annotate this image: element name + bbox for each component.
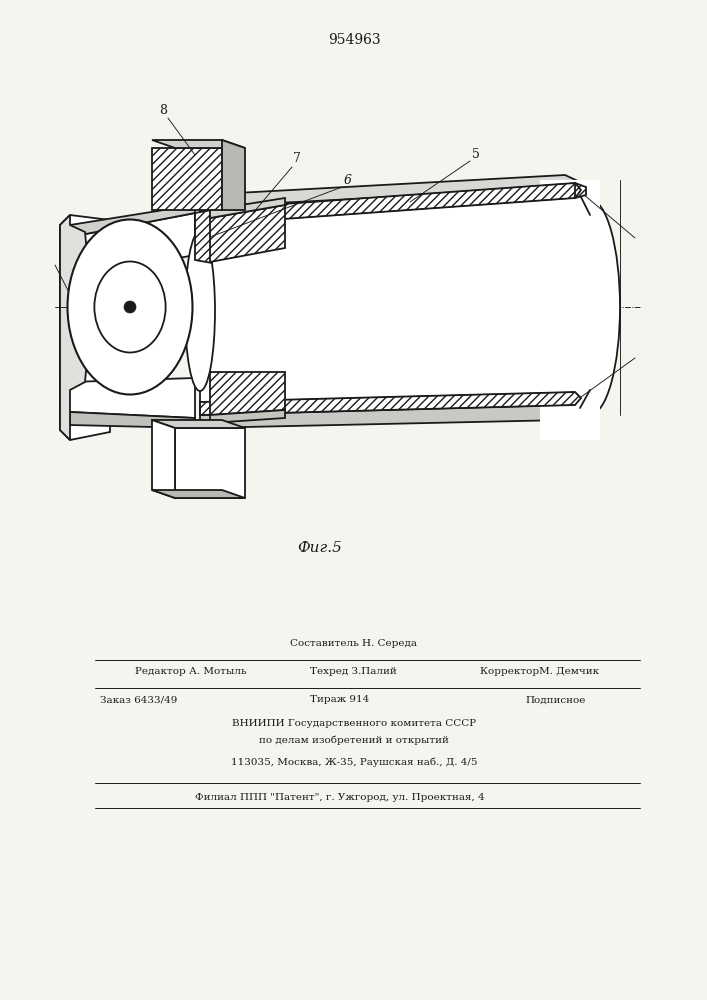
Polygon shape — [152, 140, 245, 148]
Text: КорректорМ. Демчик: КорректорМ. Демчик — [480, 666, 599, 676]
Polygon shape — [152, 420, 245, 428]
Polygon shape — [210, 372, 285, 415]
Polygon shape — [210, 205, 285, 262]
Text: 954963: 954963 — [327, 33, 380, 47]
Polygon shape — [210, 410, 285, 423]
Text: Филиал ППП "Патент", г. Ужгород, ул. Проектная, 4: Филиал ППП "Патент", г. Ужгород, ул. Про… — [195, 792, 485, 802]
Text: 7: 7 — [293, 152, 301, 165]
Polygon shape — [60, 215, 92, 440]
Text: 6: 6 — [344, 174, 352, 188]
Polygon shape — [175, 428, 245, 498]
Text: Тираж 914: Тираж 914 — [310, 696, 370, 704]
Polygon shape — [152, 148, 222, 210]
Polygon shape — [70, 205, 195, 237]
Polygon shape — [200, 175, 580, 207]
Text: 5: 5 — [472, 147, 480, 160]
Ellipse shape — [67, 220, 192, 394]
Text: Подписное: Подписное — [525, 696, 585, 704]
Polygon shape — [540, 180, 600, 440]
Text: ВНИИПИ Государственного комитета СССР: ВНИИПИ Государственного комитета СССР — [232, 718, 476, 728]
Text: по делам изобретений и открытий: по делам изобретений и открытий — [259, 735, 449, 745]
Polygon shape — [222, 140, 245, 210]
Polygon shape — [152, 490, 245, 498]
Text: Заказ 6433/49: Заказ 6433/49 — [100, 696, 177, 704]
Ellipse shape — [94, 261, 165, 353]
Polygon shape — [200, 392, 581, 415]
Ellipse shape — [560, 200, 620, 414]
Ellipse shape — [124, 301, 136, 313]
Text: Редактор А. Мотыль: Редактор А. Мотыль — [135, 666, 247, 676]
Polygon shape — [200, 195, 595, 415]
Polygon shape — [195, 210, 212, 263]
Text: 8: 8 — [159, 104, 167, 116]
Polygon shape — [152, 420, 175, 498]
Polygon shape — [60, 215, 110, 440]
Text: Техред З.Палий: Техред З.Палий — [310, 666, 397, 676]
Polygon shape — [60, 213, 195, 278]
Polygon shape — [200, 183, 581, 225]
Polygon shape — [60, 95, 650, 540]
Polygon shape — [70, 412, 195, 428]
Polygon shape — [575, 183, 586, 198]
Polygon shape — [60, 378, 195, 418]
Text: 113035, Москва, Ж-35, Раушская наб., Д. 4/5: 113035, Москва, Ж-35, Раушская наб., Д. … — [230, 757, 477, 767]
Text: Составитель Н. Середа: Составитель Н. Середа — [291, 639, 418, 648]
Text: Фиг.5: Фиг.5 — [298, 541, 342, 555]
Polygon shape — [210, 198, 285, 218]
Polygon shape — [200, 405, 580, 428]
Ellipse shape — [185, 231, 215, 391]
